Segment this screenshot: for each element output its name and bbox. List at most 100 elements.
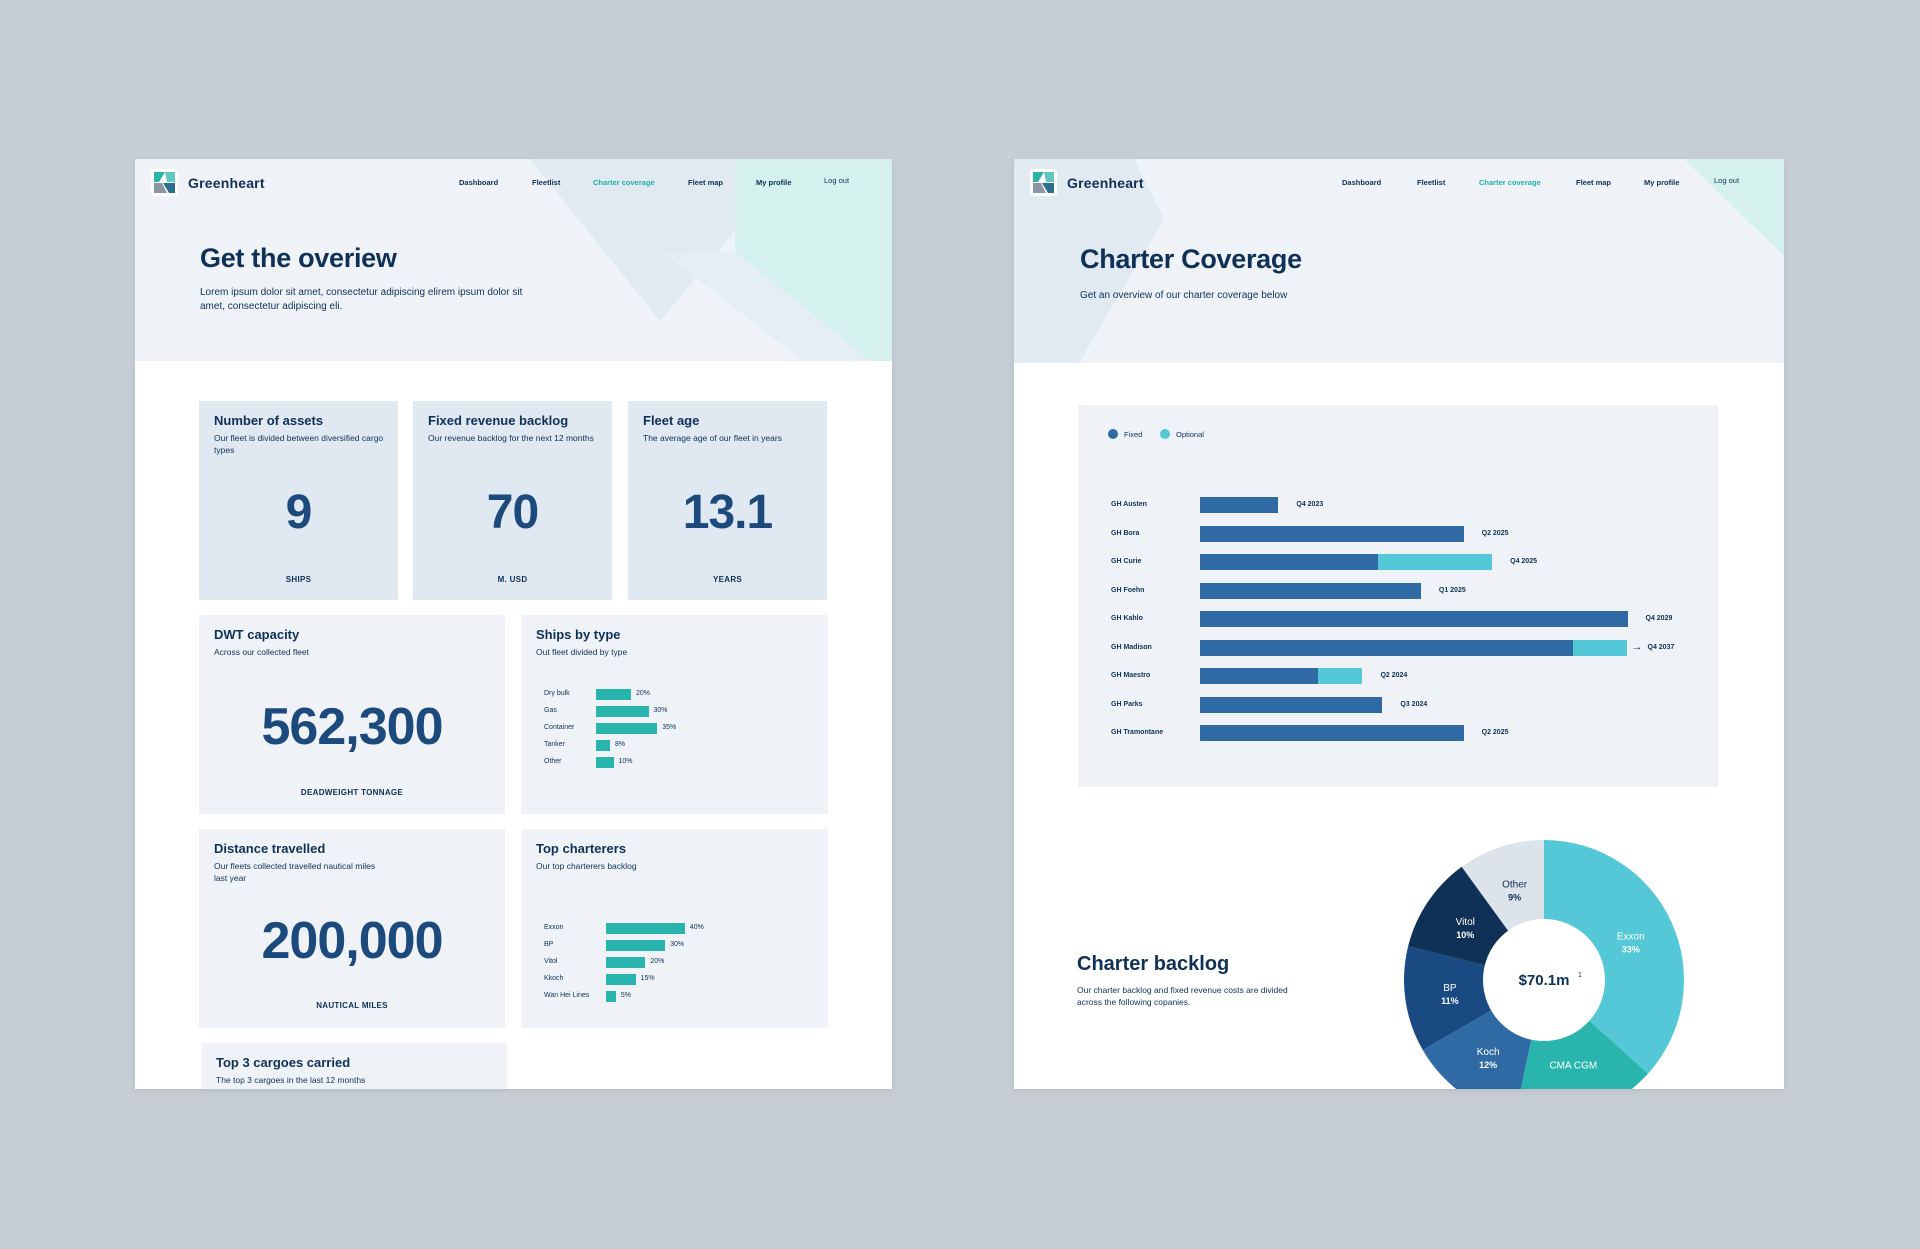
top-charterers-label: Vitol <box>544 958 558 965</box>
backlog-subtitle: Our charter backlog and fixed revenue co… <box>1077 985 1288 1007</box>
coverage-ship-name: GH Parks <box>1111 700 1143 708</box>
greenheart-logo-icon <box>151 169 178 196</box>
coverage-end-date: Q2 2025 <box>1481 729 1509 736</box>
coverage-ship-name: GH Foehn <box>1111 586 1145 594</box>
coverage-end-date: Q3 2024 <box>1400 700 1428 708</box>
nav-dashboard[interactable]: Dashboard <box>459 178 499 187</box>
nav-fleet-map[interactable]: Fleet map <box>688 178 724 187</box>
nav-fleetlist[interactable]: Fleetlist <box>532 178 561 187</box>
dwt-value: 562,300 <box>261 698 444 756</box>
ships-by-type-label: Gas <box>544 707 557 714</box>
ships-by-type-row: Container 35% <box>544 723 804 735</box>
card-title: Fixed revenue backlog <box>428 413 569 428</box>
coverage-continues-arrow-icon: → <box>1631 640 1643 653</box>
backlog-title: Charter backlog <box>1077 953 1230 975</box>
overview-page: Greenheart Dashboard Fleetlist Charter c… <box>135 159 892 1089</box>
ships-by-type-bar <box>596 689 631 700</box>
card-subtitle: Out fleet divided by type <box>536 647 628 657</box>
donut-slice-label: Other <box>1502 880 1528 891</box>
coverage-row: GH Curie Q4 2025 <box>1078 554 1718 570</box>
ships-by-type-label: Other <box>544 758 562 765</box>
donut-center-footnote: 1 <box>1578 972 1582 979</box>
card-top-3-cargoes: Top 3 cargoes carried The top 3 cargoes … <box>201 1043 507 1089</box>
nav-fleetlist[interactable]: Fleetlist <box>1417 178 1446 187</box>
top-charterers-bar <box>606 957 646 968</box>
coverage-fixed-bar <box>1200 725 1464 741</box>
card-title: Number of assets <box>214 413 324 428</box>
coverage-fixed-bar <box>1200 668 1319 684</box>
ships-by-type-row: Gas 30% <box>544 706 804 718</box>
coverage-end-date: Q4 2023 <box>1296 501 1324 508</box>
top-charterers-value: 20% <box>650 958 665 965</box>
card-number-of-assets: Number of assets Our fleet is divided be… <box>199 401 398 600</box>
card-title: Top charterers <box>536 841 627 856</box>
top-charterers-bar <box>606 923 685 934</box>
assets-unit: SHIPS <box>285 575 312 584</box>
donut-slice-value: 9% <box>1508 893 1521 903</box>
nav-my-profile[interactable]: My profile <box>1644 178 1680 187</box>
coverage-fixed-bar <box>1200 611 1628 627</box>
coverage-ship-name: GH Madison <box>1111 643 1152 651</box>
coverage-row: GH Austen Q4 2023 <box>1078 497 1718 513</box>
coverage-row: GH Madison → Q4 2037 <box>1078 639 1718 656</box>
donut-slice-label: Koch <box>1477 1047 1500 1058</box>
legend-optional-swatch <box>1160 429 1170 439</box>
coverage-end-date: Q2 2025 <box>1481 529 1509 537</box>
top-charterers-chart: Exxon 40% BP 30% Vitol 20% Kkoch 15% Wan Hei Lin… <box>544 923 814 1003</box>
coverage-optional-bar <box>1378 554 1493 570</box>
coverage-fixed-bar <box>1200 525 1464 542</box>
ships-by-type-bar <box>596 706 649 717</box>
charter-coverage-page: Greenheart Dashboard Fleetlist Charter c… <box>1014 159 1784 1089</box>
dwt-unit: DEADWEIGHT TONNAGE <box>300 788 404 797</box>
nav-my-profile[interactable]: My profile <box>756 178 792 187</box>
ships-by-type-value: 30% <box>653 707 668 714</box>
coverage-row: GH Tramontane Q2 2025 <box>1078 725 1718 741</box>
nav-fleet-map[interactable]: Fleet map <box>1576 178 1612 187</box>
page-subtitle: Lorem ipsum dolor sit amet, consectetur … <box>200 287 523 312</box>
top-charterers-bar <box>606 974 636 985</box>
coverage-end-date: Q2 2024 <box>1380 672 1408 679</box>
ships-by-type-bar <box>596 740 610 751</box>
card-subtitle: Our top charterers backlog <box>536 861 637 871</box>
donut-slice-label: BP <box>1443 983 1457 994</box>
page-title: Charter Coverage <box>1080 244 1302 274</box>
coverage-end-date: Q4 2025 <box>1510 558 1537 565</box>
card-fleet-age: Fleet age The average age of our fleet i… <box>628 401 827 600</box>
assets-value: 9 <box>285 486 313 539</box>
ships-by-type-bar <box>596 723 658 734</box>
coverage-row: GH Parks Q3 2024 <box>1078 696 1718 713</box>
fleet-age-value: 13.1 <box>682 486 773 539</box>
backlog-unit: M. USD <box>497 575 528 584</box>
coverage-ship-name: GH Austen <box>1111 501 1147 508</box>
top-charterers-label: Kkoch <box>544 975 564 982</box>
donut-hole <box>1483 919 1605 1041</box>
card-subtitle: The average age of our fleet in years <box>643 433 782 443</box>
backlog-value: 70 <box>486 486 539 539</box>
card-top-charterers: Top charterers Our top charterers backlo… <box>521 829 828 1028</box>
nav-charter-coverage[interactable]: Charter coverage <box>1479 178 1541 187</box>
charter-backlog-donut: $70.1m 1 Exxon 33% CMA CGM Koch 12% BP 11% Vito… <box>1404 840 1684 1089</box>
card-title: Distance travelled <box>214 841 326 856</box>
nav-log-out[interactable]: Log out <box>1714 176 1740 185</box>
top-charterers-row: Wan Hei Lines 5% <box>544 991 814 1003</box>
ships-by-type-value: 8% <box>615 741 626 748</box>
brand-logo[interactable]: Greenheart <box>1030 169 1144 196</box>
card-title: Top 3 cargoes carried <box>216 1055 351 1070</box>
top-charterers-bar <box>606 940 666 951</box>
hero-decoration <box>515 159 892 361</box>
nav-charter-coverage[interactable]: Charter coverage <box>593 178 655 187</box>
top-charterers-label: BP <box>544 941 554 948</box>
card-subtitle: The top 3 cargoes in the last 12 months <box>216 1075 366 1085</box>
top-charterers-row: Kkoch 15% <box>544 974 814 986</box>
brand-logo[interactable]: Greenheart <box>151 169 265 196</box>
card-distance-travelled: Distance travelled Our fleets collected … <box>199 829 505 1028</box>
distance-unit: NAUTICAL MILES <box>316 1001 388 1010</box>
card-subtitle: Our fleet is divided between diversified… <box>214 433 384 455</box>
donut-slice-label: CMA CGM <box>1549 1060 1597 1071</box>
donut-labels: Exxon 33% CMA CGM Koch 12% BP 11% Vitol 10% Other… <box>1441 880 1645 1072</box>
card-fixed-revenue-backlog: Fixed revenue backlog Our revenue backlo… <box>413 401 612 600</box>
coverage-fixed-bar <box>1200 497 1279 513</box>
nav-log-out[interactable]: Log out <box>824 176 850 185</box>
card-ships-by-type: Ships by type Out fleet divided by type … <box>521 615 828 814</box>
nav-dashboard[interactable]: Dashboard <box>1342 178 1382 187</box>
